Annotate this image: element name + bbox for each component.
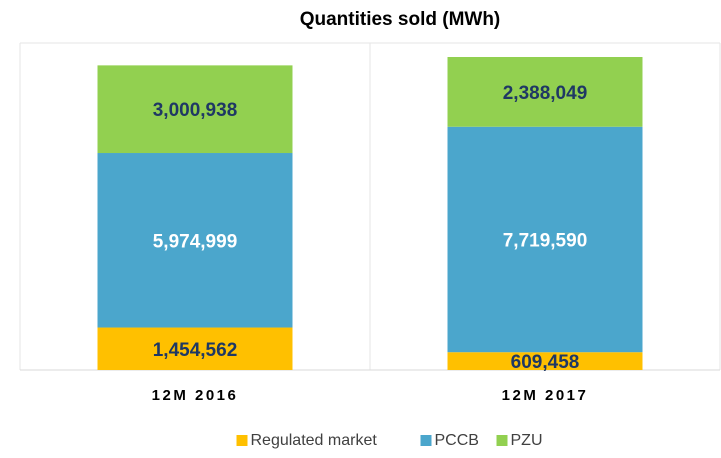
value-label: 1,454,562 bbox=[153, 340, 238, 361]
bar-segment bbox=[447, 352, 643, 370]
bar-segment bbox=[97, 65, 293, 154]
legend-swatch bbox=[496, 435, 508, 446]
legend-label: Regulated market bbox=[251, 432, 378, 449]
legend-label: PCCB bbox=[435, 432, 479, 449]
x-tick-label: 12M 2016 bbox=[152, 387, 239, 404]
bar-segment bbox=[447, 57, 643, 127]
x-tick-label: 12M 2017 bbox=[502, 387, 589, 404]
value-label: 7,719,590 bbox=[503, 230, 588, 251]
legend-label: PZU bbox=[511, 432, 543, 449]
bar-segment bbox=[97, 327, 293, 370]
value-label: 2,388,049 bbox=[503, 83, 588, 104]
legend-swatch bbox=[420, 435, 432, 446]
value-label: 3,000,938 bbox=[153, 100, 238, 121]
bar-segment bbox=[97, 153, 293, 328]
value-label: 609,458 bbox=[511, 352, 580, 373]
chart-title: Quantities sold (MWh) bbox=[300, 9, 501, 30]
legend-swatch bbox=[236, 435, 248, 446]
value-label: 5,974,999 bbox=[153, 231, 238, 252]
bar-segment bbox=[447, 126, 643, 353]
